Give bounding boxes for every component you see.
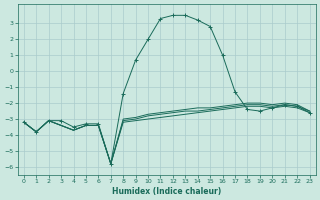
X-axis label: Humidex (Indice chaleur): Humidex (Indice chaleur)	[112, 187, 221, 196]
